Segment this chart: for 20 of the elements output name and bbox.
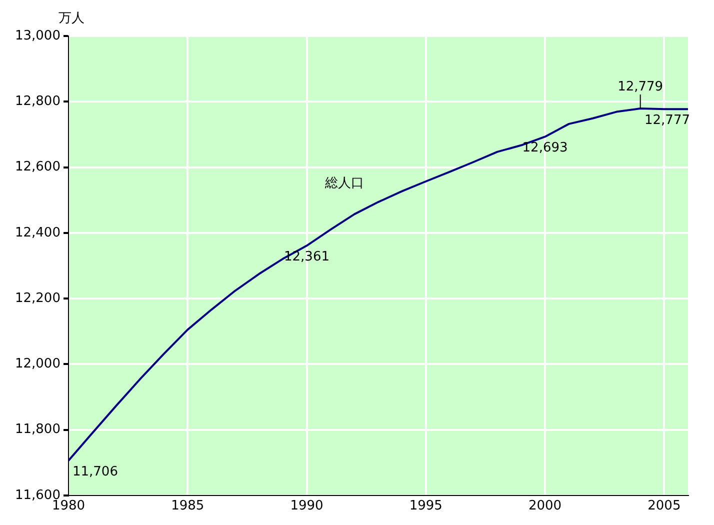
- series-label: 総人口: [324, 176, 364, 192]
- x-tick-label: 1995: [409, 498, 442, 514]
- y-tick-label: 12,000: [14, 356, 60, 372]
- data-label: 12,777: [644, 113, 690, 128]
- x-tick-label: 2000: [528, 498, 562, 514]
- y-tick-label: 12,200: [14, 290, 60, 306]
- y-tick-label: 12,400: [14, 225, 60, 240]
- y-axis-title: 万人: [58, 10, 84, 26]
- data-label: 11,706: [72, 464, 118, 480]
- y-tick-label: 12,600: [14, 160, 60, 175]
- x-tick-label: 2005: [648, 498, 681, 514]
- y-tick-label: 12,800: [14, 94, 60, 110]
- data-label: 12,779: [618, 79, 664, 94]
- data-label: 12,361: [284, 250, 330, 265]
- y-tick-label: 13,000: [14, 28, 60, 44]
- x-tick-label: 1985: [171, 498, 204, 514]
- data-label: 12,693: [522, 140, 568, 156]
- x-tick-label: 1980: [52, 498, 86, 514]
- y-tick-label: 11,800: [14, 422, 60, 438]
- x-tick-label: 1990: [290, 498, 324, 514]
